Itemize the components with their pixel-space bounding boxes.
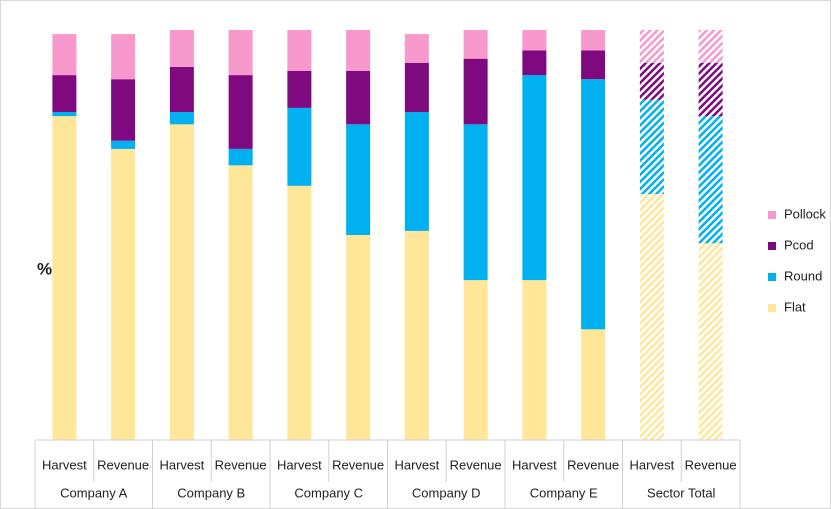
bar-segment bbox=[581, 329, 606, 440]
x-tick-label: Harvest bbox=[159, 457, 204, 472]
bar-segment bbox=[287, 30, 312, 71]
bar-segment bbox=[522, 50, 547, 76]
bar-segment bbox=[287, 185, 312, 440]
x-tick-label: Harvest bbox=[277, 457, 322, 472]
x-tick-label: Harvest bbox=[629, 457, 674, 472]
bar-segment bbox=[169, 66, 194, 112]
y-axis-label: % bbox=[37, 259, 52, 278]
bar-segment bbox=[169, 124, 194, 441]
x-tick-label: Harvest bbox=[394, 457, 439, 472]
bar-segment bbox=[169, 112, 194, 125]
legend-label: Round bbox=[784, 268, 822, 283]
bar-segment bbox=[52, 75, 77, 112]
group-label: Company D bbox=[412, 485, 481, 500]
bar-segment bbox=[52, 34, 77, 76]
bar-segment bbox=[346, 124, 371, 235]
legend-swatch bbox=[768, 242, 776, 250]
legend-label: Pcod bbox=[784, 237, 814, 252]
group-label: Company C bbox=[294, 485, 363, 500]
bar-segment bbox=[169, 30, 194, 67]
bar-segment bbox=[522, 280, 547, 440]
bar-segment bbox=[404, 62, 429, 112]
bar-segment bbox=[639, 62, 664, 100]
bar-segment bbox=[463, 124, 488, 281]
bar-segment bbox=[287, 107, 312, 186]
bar-segment bbox=[111, 148, 136, 440]
x-tick-label: Revenue bbox=[685, 457, 737, 472]
bar-segment bbox=[228, 75, 253, 149]
bar-segment bbox=[111, 79, 136, 141]
bar-segment bbox=[463, 280, 488, 440]
bar-segment bbox=[522, 30, 547, 51]
x-tick-label: Revenue bbox=[332, 457, 384, 472]
group-label: Company B bbox=[177, 485, 245, 500]
legend-label: Flat bbox=[784, 299, 806, 314]
x-tick-label: Revenue bbox=[215, 457, 267, 472]
group-label: Sector Total bbox=[647, 485, 716, 500]
bar-segment bbox=[639, 30, 664, 63]
bar-segment bbox=[639, 194, 664, 440]
bar-segment bbox=[698, 30, 723, 63]
bar-segment bbox=[228, 30, 253, 76]
legend-swatch bbox=[768, 304, 776, 312]
bar-segment bbox=[346, 71, 371, 125]
bar-segment bbox=[228, 148, 253, 166]
bar-segment bbox=[287, 71, 312, 108]
bar-segment bbox=[581, 50, 606, 80]
bar-segment bbox=[404, 230, 429, 440]
bar-segment bbox=[404, 34, 429, 63]
bar-segment bbox=[346, 30, 371, 71]
bar-segment bbox=[463, 30, 488, 59]
legend-swatch bbox=[768, 211, 776, 219]
x-tick-label: Revenue bbox=[97, 457, 149, 472]
bar-segment bbox=[698, 62, 723, 117]
x-tick-label: Revenue bbox=[567, 457, 619, 472]
bar-segment bbox=[698, 243, 723, 440]
group-label: Company E bbox=[530, 485, 598, 500]
x-tick-label: Harvest bbox=[512, 457, 557, 472]
group-label: Company A bbox=[60, 485, 128, 500]
x-tick-label: Harvest bbox=[42, 457, 87, 472]
legend-swatch bbox=[768, 273, 776, 281]
bar-segment bbox=[463, 58, 488, 125]
bar-segment bbox=[111, 34, 136, 80]
bar-segment bbox=[228, 165, 253, 441]
bar-segment bbox=[346, 235, 371, 440]
bar-segment bbox=[52, 112, 77, 117]
x-tick-label: Revenue bbox=[450, 457, 502, 472]
bar-segment bbox=[404, 112, 429, 231]
bar-segment bbox=[698, 116, 723, 244]
bar-segment bbox=[581, 30, 606, 51]
bar-segment bbox=[581, 79, 606, 330]
bar-segment bbox=[52, 116, 77, 440]
legend-label: Pollock bbox=[784, 206, 826, 221]
bar-segment bbox=[639, 99, 664, 194]
bar-segment bbox=[522, 75, 547, 281]
bar-segment bbox=[111, 140, 136, 149]
